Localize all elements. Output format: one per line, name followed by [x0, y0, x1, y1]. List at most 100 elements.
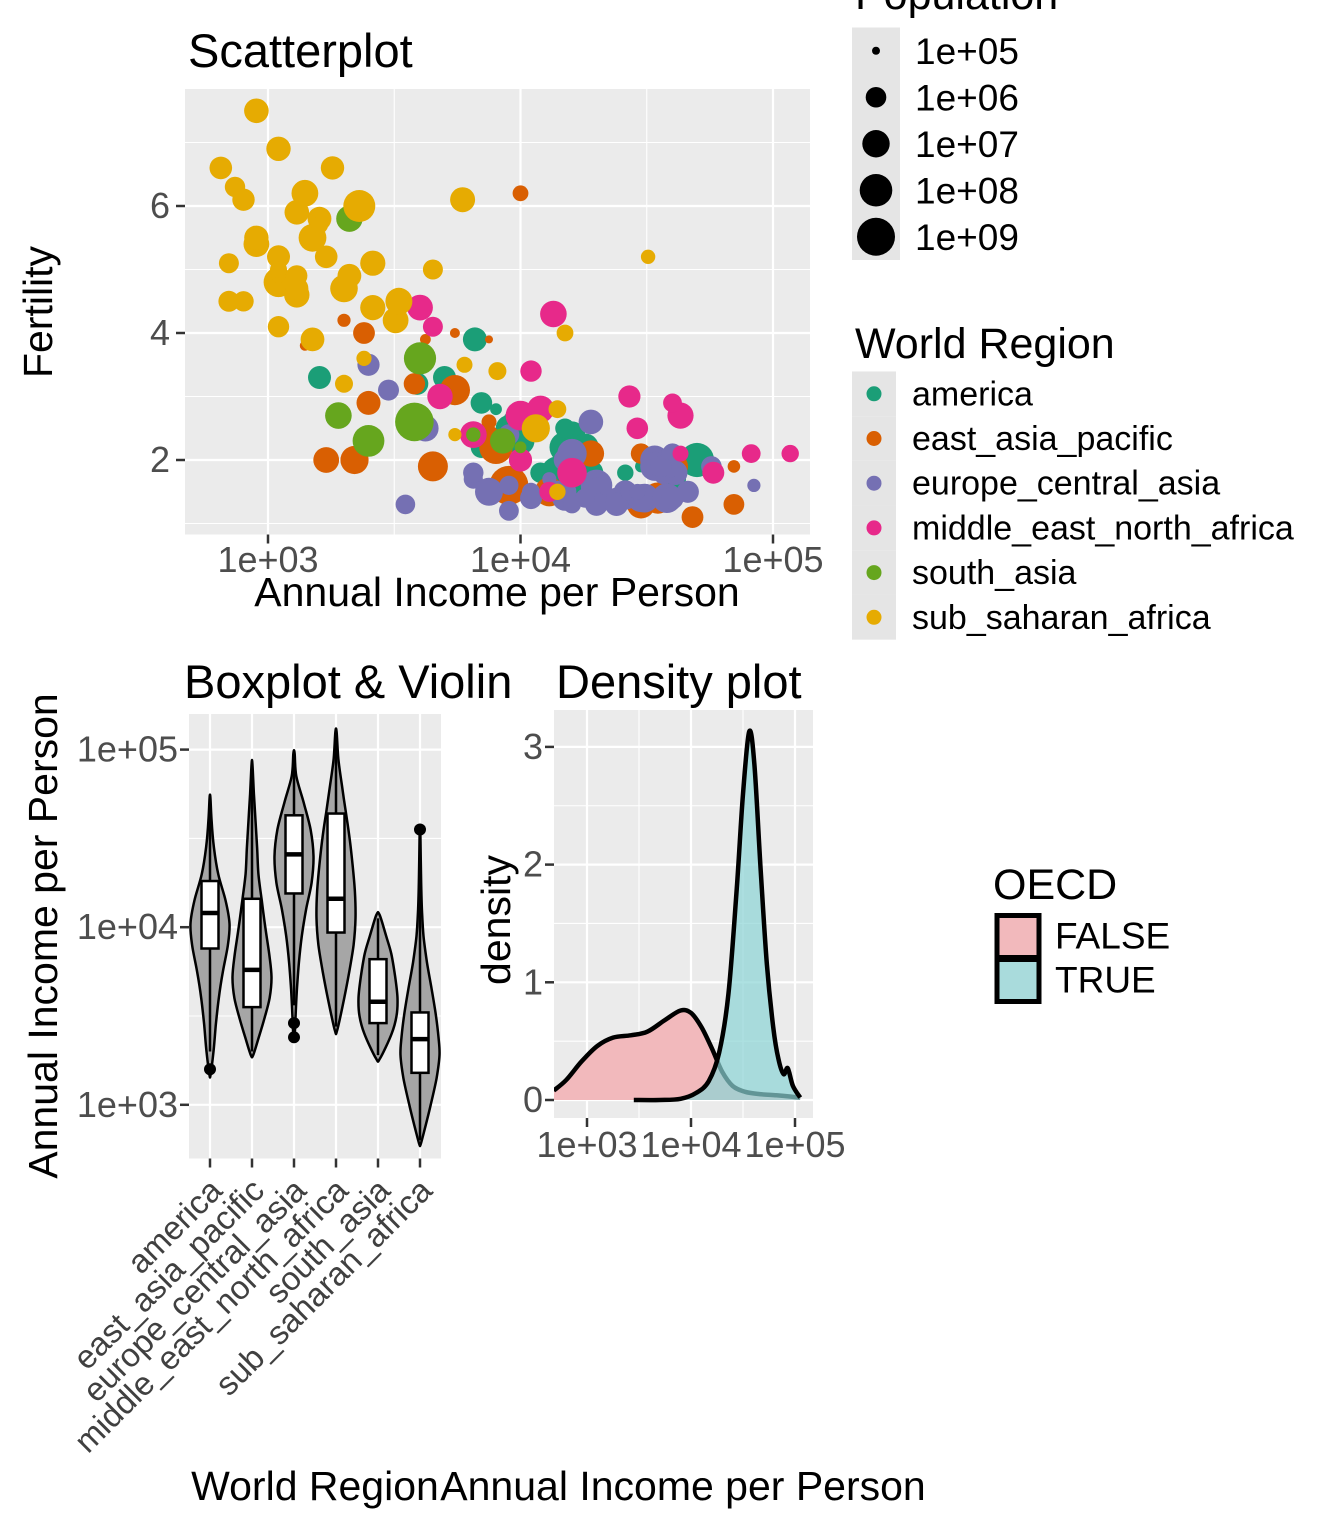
scatter-point-middle_east_north_africa: [781, 444, 799, 463]
scatter-point-middle_east_north_africa: [663, 393, 682, 413]
boxplot-y-tick-label: 1e+04: [77, 906, 178, 947]
population-legend-title: Population: [855, 0, 1058, 19]
scatter-point-sub_saharan_africa: [422, 259, 443, 280]
scatter-point-europe_central_asia: [475, 477, 503, 506]
scatter-point-sub_saharan_africa: [450, 187, 476, 213]
scatter-point-sub_saharan_africa: [218, 253, 239, 274]
scatter-point-sub_saharan_africa: [286, 265, 308, 287]
boxplot-y-axis-title: Annual Income per Person: [20, 693, 66, 1178]
scatter-point-america: [308, 366, 331, 389]
population-legend-dot: [859, 173, 893, 207]
scatter-point-sub_saharan_africa: [218, 290, 240, 312]
scatter-point-east_asia_pacific: [337, 313, 351, 327]
scatter-point-europe_central_asia: [463, 462, 484, 483]
scatter-point-europe_central_asia: [578, 409, 604, 435]
scatter-title: Scatterplot: [188, 24, 413, 77]
scatter-point-middle_east_north_africa: [407, 294, 433, 321]
density-curves: [554, 728, 803, 1103]
scatter-point-east_asia_pacific: [420, 334, 431, 345]
scatterplot-panel: 1e+03 1e+04 1e+05 2 4 6: [150, 89, 824, 580]
population-legend-label: 1e+05: [915, 31, 1019, 72]
oecd-legend-swatch-true: [994, 957, 1042, 1004]
world-region-legend-label: sub_saharan_africa: [912, 599, 1211, 637]
scatter-point-sub_saharan_africa: [232, 188, 255, 211]
world-region-legend-label: europe_central_asia: [912, 465, 1220, 503]
scatter-point-america: [470, 392, 493, 414]
scatter-point-europe_central_asia: [661, 486, 684, 510]
scatter-point-east_asia_pacific: [353, 322, 375, 344]
world-region-legend-label: america: [912, 375, 1033, 413]
scatter-x-tick-label: 1e+04: [470, 539, 571, 580]
density-x-tick-label: 1e+03: [536, 1124, 637, 1165]
population-legend-dot: [865, 86, 887, 108]
scatter-point-east_asia_pacific: [313, 447, 340, 473]
scatter-point-sub_saharan_africa: [300, 327, 325, 352]
scatter-point-east_asia_pacific: [727, 460, 741, 473]
scatter-point-middle_east_north_africa: [557, 457, 587, 488]
world-region-legend-label: south_asia: [912, 554, 1077, 592]
population-legend-label: 1e+09: [915, 217, 1019, 258]
density-x-tick-label: 1e+04: [640, 1124, 741, 1165]
scatter-points: [209, 98, 799, 528]
scatter-point-middle_east_north_africa: [540, 300, 567, 328]
density-title: Density plot: [556, 655, 802, 708]
world-region-legend-dot: [866, 565, 882, 581]
density-y-axis-title: density: [473, 855, 519, 985]
scatter-y-tick-label: 2: [150, 439, 170, 480]
density-x-tick-label: 1e+05: [744, 1124, 845, 1165]
scatter-point-east_asia_pacific: [723, 494, 745, 515]
world-region-legend-title: World Region: [855, 320, 1115, 368]
outlier-europe_central_asia: [288, 1017, 300, 1030]
scatter-point-south_asia: [514, 441, 527, 454]
world-region-legend-label: middle_east_north_africa: [912, 509, 1294, 547]
scatter-point-middle_east_north_africa: [741, 444, 761, 463]
box-south_asia: [368, 957, 388, 1025]
world-region-legend-dot: [866, 520, 882, 536]
scatter-point-east_asia_pacific: [403, 373, 426, 395]
scatter-point-south_asia: [395, 402, 434, 442]
population-legend-label: 1e+08: [915, 170, 1019, 211]
population-legend-dot: [872, 46, 880, 55]
density-x-axis-title: Annual Income per Person: [440, 1463, 925, 1509]
scatter-point-sub_saharan_africa: [314, 245, 338, 269]
scatter-point-sub_saharan_africa: [343, 190, 376, 222]
box-middle_east_north_africa: [326, 812, 346, 934]
scatter-point-europe_central_asia: [499, 475, 519, 495]
scatter-point-east_asia_pacific: [481, 414, 497, 430]
oecd-legend-label: TRUE: [1055, 960, 1156, 1001]
world-region-legend-dot: [866, 386, 882, 402]
scatter-point-sub_saharan_africa: [356, 350, 372, 366]
violins: [189, 727, 441, 1148]
scatter-point-sub_saharan_africa: [244, 225, 269, 250]
scatter-point-sub_saharan_africa: [267, 316, 290, 338]
scatter-point-middle_east_north_africa: [422, 316, 443, 337]
scatter-point-east_asia_pacific: [356, 390, 381, 415]
world-region-legend-dot: [866, 475, 882, 491]
scatter-point-south_asia: [466, 427, 481, 442]
scatter-point-europe_central_asia: [378, 379, 399, 401]
scatter-point-south_asia: [490, 428, 516, 454]
population-legend-label: 1e+07: [915, 124, 1019, 165]
world-region-legend-dot: [866, 431, 882, 446]
scatter-point-east_asia_pacific: [681, 506, 704, 528]
oecd-legend-swatch-false: [994, 913, 1042, 960]
boxplot-x-axis-title: World Region: [191, 1463, 439, 1509]
scatter-x-tick-label: 1e+03: [217, 539, 318, 580]
outlier-europe_central_asia: [288, 1031, 300, 1044]
scatter-point-america: [490, 403, 502, 416]
scatter-point-sub_saharan_africa: [291, 179, 319, 207]
scatter-point-sub_saharan_africa: [549, 483, 566, 500]
scatter-point-east_asia_pacific: [449, 328, 460, 338]
scatter-point-europe_central_asia: [604, 492, 629, 516]
scatter-point-middle_east_north_africa: [702, 461, 725, 484]
box-east_asia_pacific: [242, 897, 262, 1009]
scatter-point-sub_saharan_africa: [244, 98, 269, 124]
scatter-point-europe_central_asia: [747, 478, 761, 492]
box-sub_saharan_africa: [410, 1011, 430, 1075]
oecd-legend-label: FALSE: [1055, 916, 1170, 957]
scatter-point-middle_east_north_africa: [427, 383, 453, 410]
density-outline-TRUE: [633, 728, 803, 1103]
scatter-point-europe_central_asia: [395, 494, 416, 515]
scatter-point-middle_east_north_africa: [520, 360, 542, 382]
